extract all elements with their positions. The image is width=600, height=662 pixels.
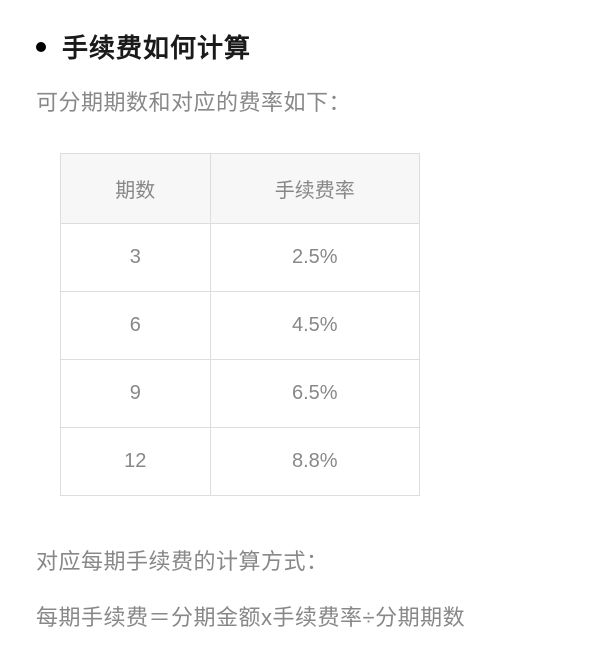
title-row: 手续费如何计算 [36,28,564,65]
table-cell-rate: 6.5% [210,360,419,428]
table-header-rate: 手续费率 [210,154,419,224]
table-cell-period: 6 [61,292,211,360]
subtitle-text: 可分期期数和对应的费率如下： [36,85,564,117]
page-title: 手续费如何计算 [62,28,251,65]
formula-text: 每期手续费＝分期金额x手续费率÷分期期数 [36,600,564,632]
table-cell-rate: 2.5% [210,224,419,292]
table-header-row: 期数 手续费率 [61,154,420,224]
table-cell-rate: 4.5% [210,292,419,360]
table-cell-period: 3 [61,224,211,292]
table-row: 12 8.8% [61,428,420,496]
table-cell-period: 12 [61,428,211,496]
bullet-icon [36,42,46,52]
table-cell-period: 9 [61,360,211,428]
table-row: 9 6.5% [61,360,420,428]
table-row: 3 2.5% [61,224,420,292]
rate-table-wrap: 期数 手续费率 3 2.5% 6 4.5% 9 6.5% 12 8.8% [36,153,564,496]
formula-label: 对应每期手续费的计算方式： [36,544,564,576]
rate-table: 期数 手续费率 3 2.5% 6 4.5% 9 6.5% 12 8.8% [60,153,420,496]
table-header-periods: 期数 [61,154,211,224]
table-cell-rate: 8.8% [210,428,419,496]
table-row: 6 4.5% [61,292,420,360]
